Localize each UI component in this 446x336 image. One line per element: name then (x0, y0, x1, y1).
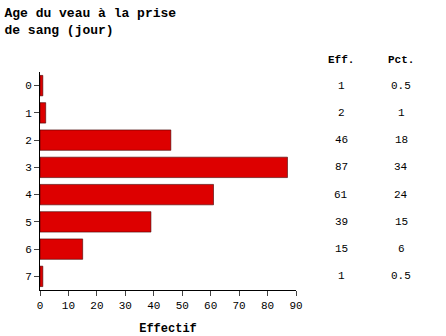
svg-text:87: 87 (335, 161, 348, 173)
svg-text:3: 3 (25, 162, 32, 174)
svg-text:10: 10 (62, 300, 75, 312)
svg-text:15: 15 (335, 243, 348, 255)
svg-text:24: 24 (394, 189, 408, 201)
svg-text:Pct.: Pct. (388, 54, 414, 66)
svg-text:1: 1 (338, 80, 345, 92)
svg-text:50: 50 (176, 300, 189, 312)
svg-text:20: 20 (90, 300, 103, 312)
svg-text:Effectif: Effectif (139, 322, 197, 336)
svg-text:39: 39 (335, 216, 348, 228)
svg-text:90: 90 (289, 300, 302, 312)
svg-text:61: 61 (334, 189, 348, 201)
svg-text:18: 18 (395, 134, 408, 146)
svg-text:60: 60 (204, 300, 217, 312)
svg-text:46: 46 (335, 134, 348, 146)
svg-text:7: 7 (25, 271, 32, 283)
svg-text:Eff.: Eff. (328, 54, 354, 66)
svg-text:0: 0 (25, 80, 32, 92)
svg-text:1: 1 (398, 107, 405, 119)
svg-text:5: 5 (25, 217, 32, 229)
svg-text:6: 6 (398, 243, 405, 255)
svg-text:0.5: 0.5 (391, 270, 411, 282)
svg-text:0.5: 0.5 (391, 80, 411, 92)
svg-text:1: 1 (338, 270, 345, 282)
svg-text:2: 2 (338, 107, 345, 119)
svg-text:2: 2 (25, 135, 32, 147)
svg-text:34: 34 (394, 161, 408, 173)
svg-text:40: 40 (147, 300, 160, 312)
svg-text:4: 4 (25, 189, 32, 201)
svg-text:6: 6 (25, 244, 32, 256)
svg-text:30: 30 (119, 300, 132, 312)
svg-text:80: 80 (261, 300, 274, 312)
svg-text:Age du veau à la prisede sang: Age du veau à la prisede sang (jour) (4, 6, 176, 38)
svg-text:70: 70 (233, 300, 246, 312)
svg-text:1: 1 (25, 108, 32, 120)
svg-text:0: 0 (37, 300, 44, 312)
svg-text:15: 15 (395, 216, 408, 228)
